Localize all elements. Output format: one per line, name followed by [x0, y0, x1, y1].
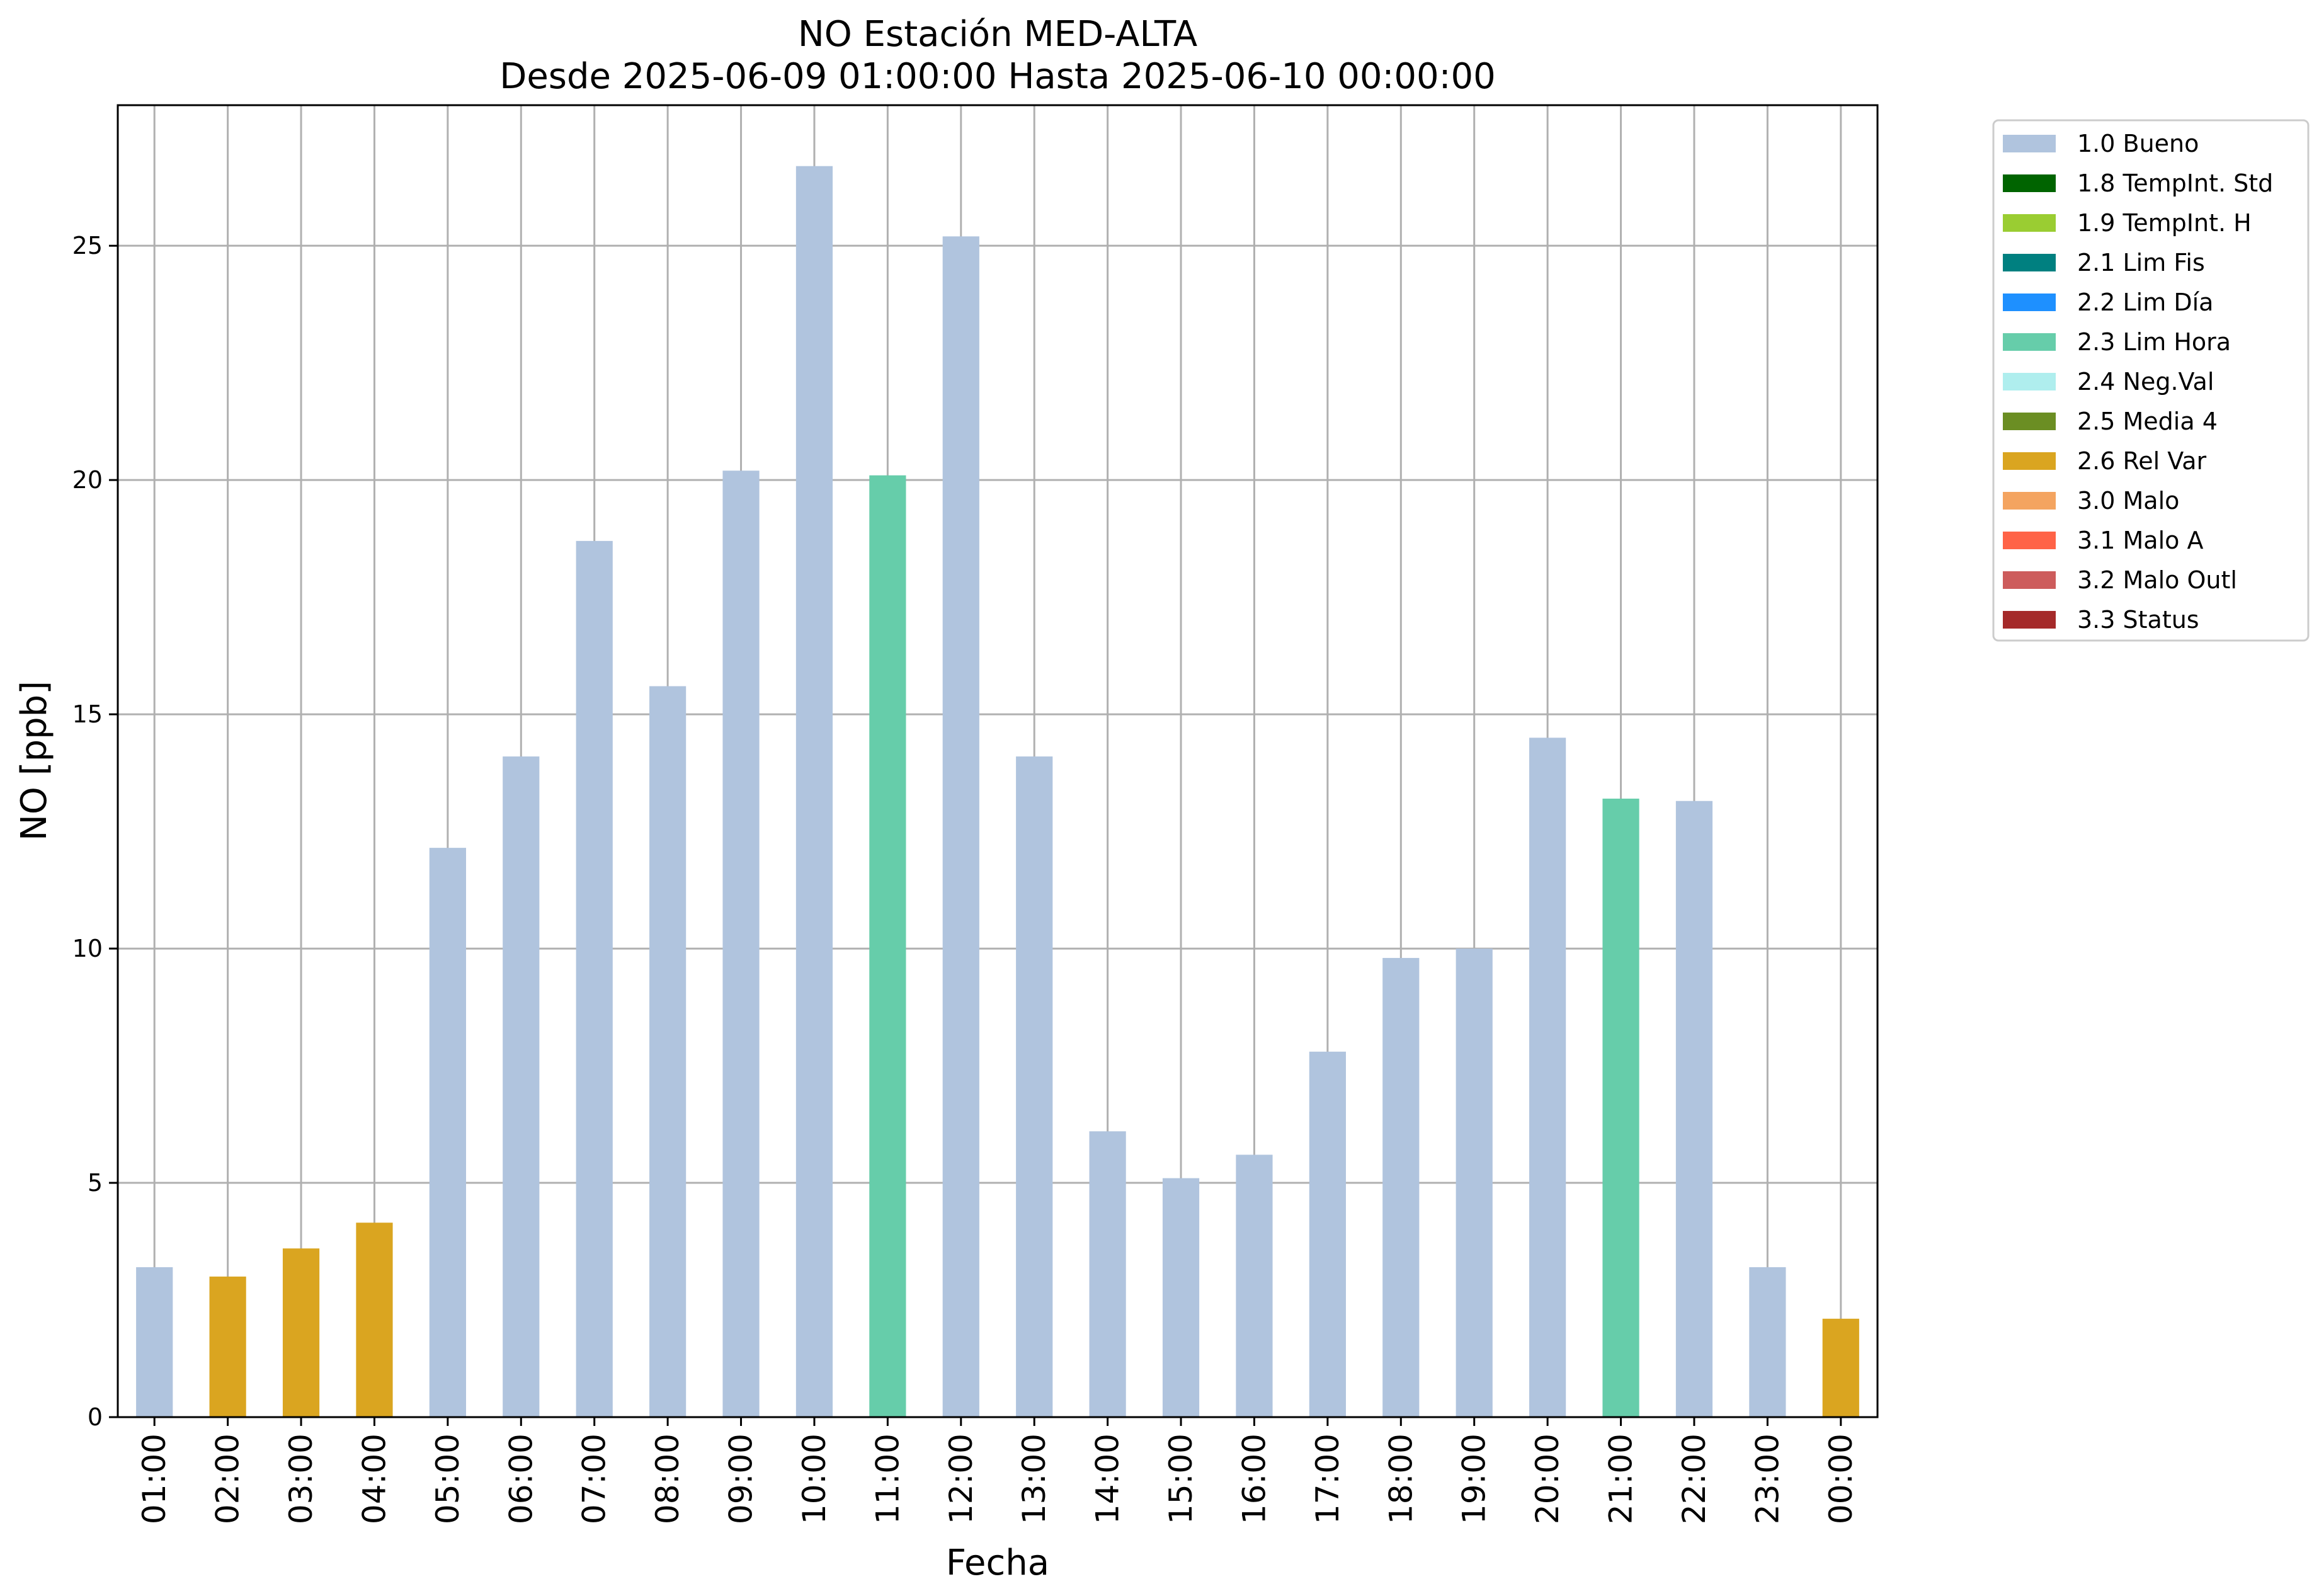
bar-00-00	[1822, 1318, 1859, 1417]
bar-03-00	[282, 1248, 320, 1417]
legend-label: 2.4 Neg.Val	[2077, 368, 2214, 396]
bar-23-00	[1749, 1267, 1786, 1417]
x-tick-label: 05:00	[430, 1434, 466, 1524]
x-tick-label: 09:00	[723, 1434, 760, 1524]
legend-swatch	[2003, 214, 2056, 232]
legend-label: 1.8 TempInt. Std	[2077, 169, 2273, 197]
bar-01-00	[136, 1267, 173, 1417]
chart-subtitle: Desde 2025-06-09 01:00:00 Hasta 2025-06-…	[499, 56, 1496, 97]
legend-swatch	[2003, 571, 2056, 589]
legend-items: 1.0 Bueno 1.8 TempInt. Std 1.9 TempInt. H 2…	[2003, 130, 2273, 634]
y-tick-label: 15	[72, 700, 103, 728]
legend-label: 2.6 Rel Var	[2077, 447, 2207, 475]
bar-02-00	[209, 1276, 246, 1417]
x-tick-label: 11:00	[869, 1434, 906, 1524]
legend-label: 3.0 Malo	[2077, 487, 2179, 515]
legend-label: 3.3 Status	[2077, 606, 2199, 634]
legend-label: 2.5 Media 4	[2077, 408, 2218, 435]
bar-21-00	[1602, 799, 1639, 1417]
legend-swatch	[2003, 333, 2056, 351]
x-tick-label: 12:00	[943, 1434, 979, 1524]
x-tick-label: 01:00	[136, 1434, 173, 1524]
bar-20-00	[1529, 738, 1566, 1417]
x-tick-label: 07:00	[576, 1434, 613, 1524]
x-tick-label: 08:00	[649, 1434, 686, 1524]
x-tick-label: 16:00	[1236, 1434, 1272, 1524]
x-tick-label: 18:00	[1382, 1434, 1419, 1524]
bar-12-00	[942, 236, 979, 1417]
x-tick-label: 10:00	[796, 1434, 833, 1524]
bar-05-00	[429, 848, 466, 1417]
legend-swatch	[2003, 611, 2056, 629]
chart-title: NO Estación MED-ALTA	[798, 14, 1197, 55]
legend-frame	[1992, 119, 2310, 642]
bars	[136, 166, 1859, 1418]
legend-swatch	[2003, 413, 2056, 430]
bar-11-00	[869, 475, 906, 1417]
legend-label: 3.1 Malo A	[2077, 527, 2203, 554]
bar-13-00	[1016, 756, 1053, 1417]
bar-15-00	[1162, 1178, 1200, 1417]
y-axis-label: NO [ppb]	[14, 681, 55, 841]
x-tick-label: 21:00	[1603, 1434, 1639, 1524]
x-tick-label: 17:00	[1309, 1434, 1346, 1524]
legend-swatch	[2003, 135, 2056, 152]
bar-09-00	[722, 470, 760, 1417]
legend-label: 3.2 Malo Outl	[2077, 566, 2237, 594]
x-tick-label: 04:00	[356, 1434, 392, 1524]
bar-17-00	[1309, 1051, 1346, 1417]
bar-04-00	[356, 1223, 393, 1417]
legend-swatch	[2003, 254, 2056, 271]
legend-swatch	[2003, 492, 2056, 510]
bar-19-00	[1456, 949, 1493, 1417]
bar-07-00	[576, 540, 613, 1418]
legend: 1.0 Bueno 1.8 TempInt. Std 1.9 TempInt. H 2…	[1992, 119, 2310, 642]
legend-swatch	[2003, 532, 2056, 549]
bar-06-00	[503, 756, 540, 1417]
bar-08-00	[649, 686, 687, 1417]
bar-22-00	[1675, 801, 1713, 1417]
legend-label: 2.1 Lim Fis	[2077, 249, 2205, 276]
x-tick-label: 22:00	[1676, 1434, 1712, 1524]
legend-label: 1.0 Bueno	[2077, 130, 2199, 157]
bar-18-00	[1382, 957, 1420, 1417]
bar-16-00	[1236, 1154, 1273, 1417]
y-tick-label: 10	[72, 935, 103, 962]
legend-label: 1.9 TempInt. H	[2077, 209, 2252, 237]
legend-swatch	[2003, 174, 2056, 192]
y-tick-label: 25	[72, 232, 103, 259]
legend-swatch	[2003, 452, 2056, 470]
y-tick-label: 20	[72, 466, 103, 494]
x-tick-label: 19:00	[1456, 1434, 1493, 1524]
x-tick-label: 02:00	[210, 1434, 246, 1524]
legend-label: 2.3 Lim Hora	[2077, 328, 2231, 356]
x-tick-label: 06:00	[503, 1434, 539, 1524]
y-tick-label: 0	[88, 1403, 103, 1431]
x-tick-label: 14:00	[1090, 1434, 1126, 1524]
bar-14-00	[1089, 1131, 1126, 1417]
x-tick-label: 13:00	[1016, 1434, 1052, 1524]
legend-label: 2.2 Lim Día	[2077, 288, 2213, 316]
x-tick-label: 03:00	[283, 1434, 319, 1524]
x-tick-label: 00:00	[1823, 1434, 1859, 1524]
x-tick-label: 20:00	[1529, 1434, 1566, 1524]
x-axis: 01:00 02:00 03:00 04:00 05:00 06:00 07:00 08:00…	[136, 1417, 1859, 1524]
plot-frame	[117, 104, 1879, 1418]
x-tick-label: 23:00	[1749, 1434, 1786, 1524]
x-tick-label: 15:00	[1163, 1434, 1199, 1524]
x-axis-label: Fecha	[946, 1542, 1049, 1583]
bar-10-00	[795, 166, 833, 1418]
y-axis: 0 5 10 15 20 25	[72, 232, 118, 1431]
legend-swatch	[2003, 294, 2056, 311]
y-tick-label: 5	[88, 1169, 103, 1197]
legend-swatch	[2003, 373, 2056, 390]
